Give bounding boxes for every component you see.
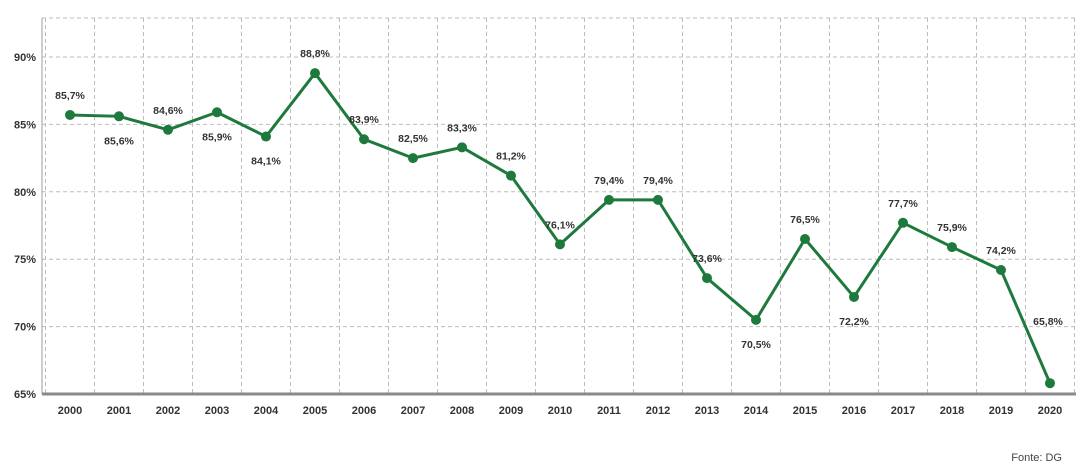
x-tick-label: 2003: [205, 405, 229, 417]
grid: [42, 17, 1076, 394]
data-point: [898, 217, 908, 228]
data-label: 83,9%: [349, 114, 379, 126]
data-label: 75,9%: [937, 222, 967, 234]
data-point: [849, 291, 859, 302]
data-point: [702, 273, 712, 284]
data-point: [653, 194, 663, 205]
data-label: 76,1%: [545, 219, 575, 231]
data-label: 85,9%: [202, 131, 232, 143]
data-point: [996, 264, 1006, 275]
x-tick-label: 2019: [989, 405, 1013, 417]
data-point: [310, 68, 320, 79]
data-point: [506, 170, 516, 181]
data-label: 79,4%: [643, 175, 673, 187]
source-note: Fonte: DG: [1011, 452, 1062, 464]
data-point: [457, 142, 467, 153]
series-line: [65, 68, 1055, 389]
data-label: 81,2%: [496, 151, 526, 163]
data-point: [751, 314, 761, 325]
data-label: 70,5%: [741, 339, 771, 351]
data-label: 84,1%: [251, 156, 281, 168]
data-labels: 85,7% 85,6% 84,6% 85,9% 84,1% 88,8% 83,9% 82,5%…: [55, 48, 1063, 351]
x-tick-label: 2002: [156, 405, 180, 417]
data-point: [212, 107, 222, 118]
data-label: 79,4%: [594, 175, 624, 187]
x-tick-label: 2012: [646, 405, 670, 417]
x-tick-label: 2010: [548, 405, 572, 417]
data-label: 74,2%: [986, 245, 1016, 257]
data-point: [359, 134, 369, 145]
data-label: 76,5%: [790, 214, 820, 226]
data-point: [800, 233, 810, 244]
x-tick-label: 2009: [499, 405, 523, 417]
y-tick-label: 70%: [14, 322, 36, 334]
x-tick-label: 2020: [1038, 405, 1062, 417]
data-label: 65,8%: [1033, 316, 1063, 328]
data-label: 82,5%: [398, 133, 428, 145]
data-point: [555, 239, 565, 250]
x-tick-label: 2007: [401, 405, 425, 417]
y-tick-label: 90%: [14, 52, 36, 64]
x-tick-label: 2018: [940, 405, 964, 417]
y-tick-label: 75%: [14, 254, 36, 266]
x-tick-label: 2015: [793, 405, 817, 417]
x-tick-label: 2017: [891, 405, 915, 417]
x-tick-label: 2013: [695, 405, 719, 417]
x-tick-label: 2001: [107, 405, 131, 417]
data-point: [65, 109, 75, 120]
x-tick-label: 2014: [744, 405, 769, 417]
data-label: 85,6%: [104, 135, 134, 147]
data-point: [261, 131, 271, 142]
data-point: [947, 242, 957, 253]
x-tick-label: 2000: [58, 405, 82, 417]
data-label: 77,7%: [888, 198, 918, 210]
data-point: [1045, 378, 1055, 389]
axes: 65% 70% 75% 80% 85% 90% 2000 2001 2002 2003 2004 20…: [14, 18, 1076, 417]
x-tick-label: 2016: [842, 405, 866, 417]
x-tick-label: 2005: [303, 405, 327, 417]
data-label: 83,3%: [447, 122, 477, 134]
data-point: [163, 124, 173, 135]
data-point: [408, 153, 418, 164]
data-label: 84,6%: [153, 105, 183, 117]
x-tick-label: 2011: [597, 405, 621, 417]
x-tick-label: 2006: [352, 405, 376, 417]
x-tick-label: 2004: [254, 405, 279, 417]
data-label: 73,6%: [692, 253, 722, 265]
data-label: 88,8%: [300, 48, 330, 60]
data-label: 72,2%: [839, 316, 869, 328]
data-point: [114, 111, 124, 122]
y-tick-label: 80%: [14, 187, 36, 199]
data-label: 85,7%: [55, 90, 85, 102]
y-tick-label: 65%: [14, 389, 36, 401]
y-tick-label: 85%: [14, 119, 36, 131]
x-tick-label: 2008: [450, 405, 474, 417]
data-point: [604, 194, 614, 205]
